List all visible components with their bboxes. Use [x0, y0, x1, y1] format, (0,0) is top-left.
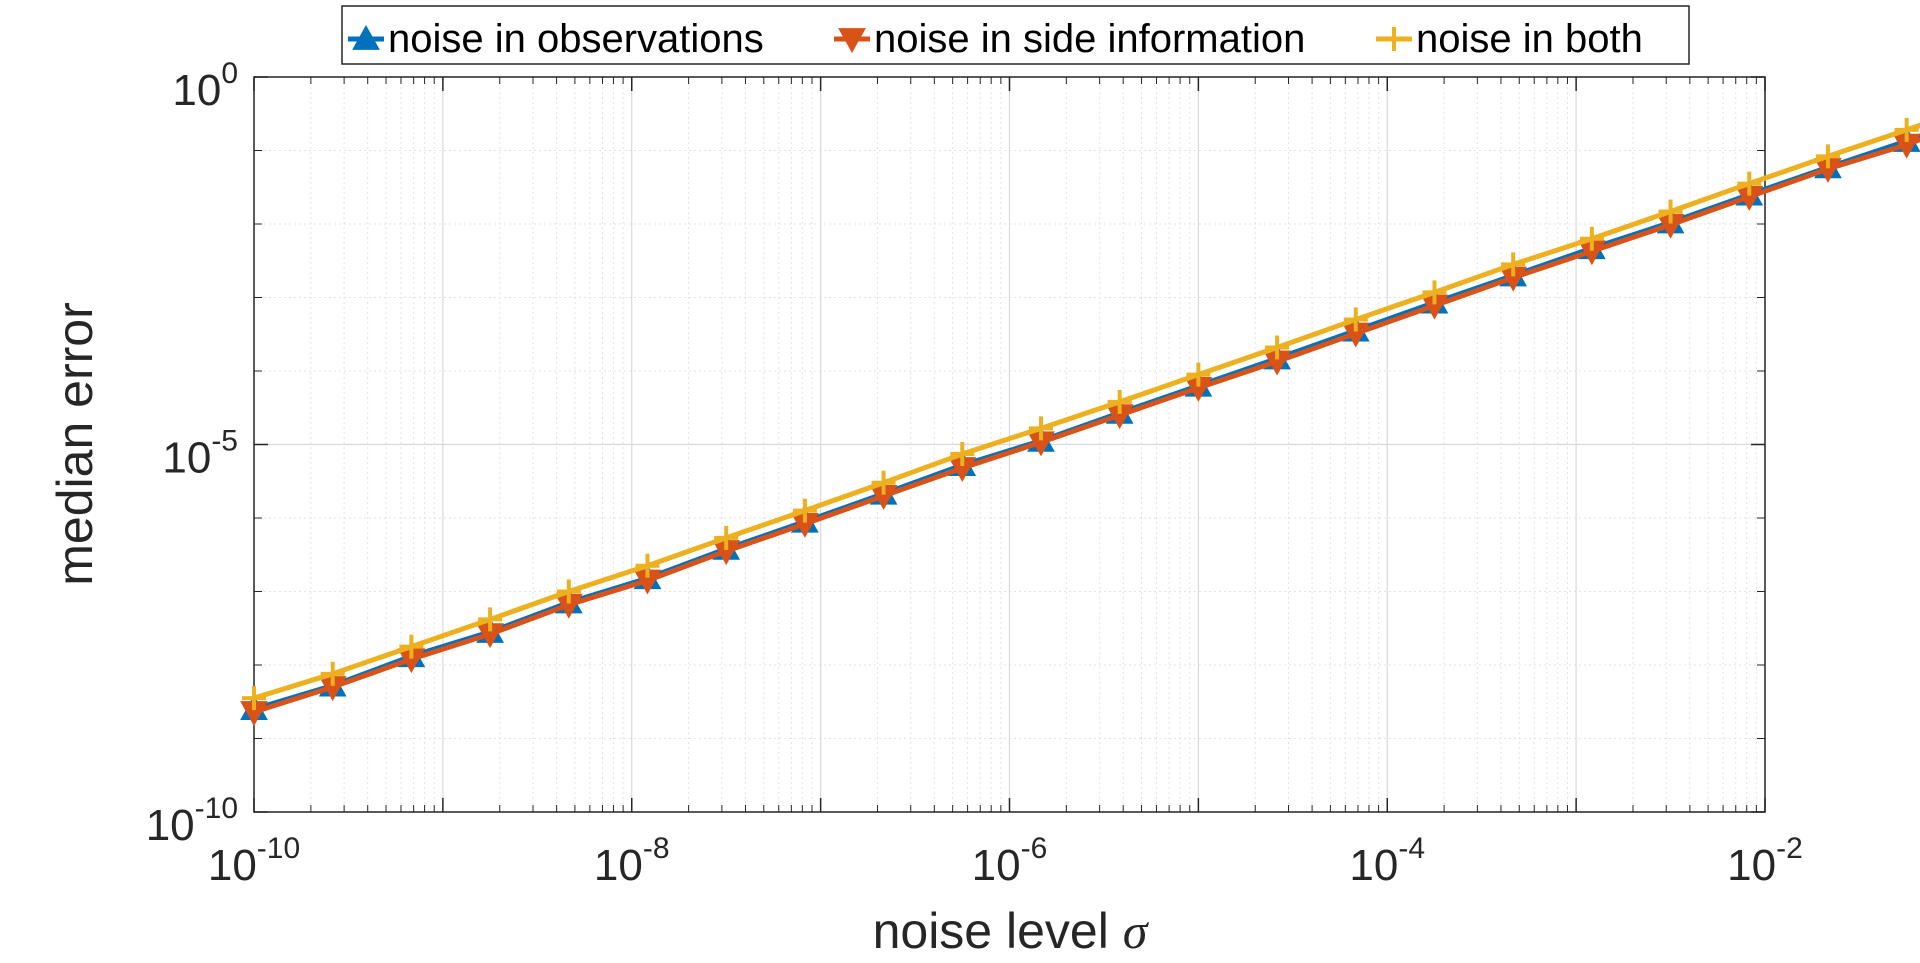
y-tick-base: 10 [146, 801, 195, 850]
data-point [950, 442, 975, 467]
legend-item-1: noise in observations [348, 17, 764, 61]
data-point [1265, 335, 1290, 360]
data-point [242, 686, 266, 711]
x-tick-label: 10-2 [1727, 832, 1803, 890]
x-tick-labels: 10-10 10-8 10-6 10-4 10-2 [208, 832, 1803, 890]
legend: noise in observations noise in side infor… [341, 5, 1690, 65]
y-axis-label: median error [47, 302, 103, 585]
x-tick-base: 10 [1727, 841, 1776, 890]
data-point [1422, 280, 1447, 305]
y-tick-label: 10-10 [146, 792, 238, 850]
x-tick-base: 10 [208, 841, 257, 890]
data-point [320, 661, 345, 686]
legend-item-3: noise in both [1376, 17, 1643, 61]
x-tick-label: 10-10 [208, 832, 300, 890]
data-point [1815, 144, 1840, 169]
x-axis-label-text: noise level [873, 903, 1123, 959]
x-axis-label-symbol: σ [1123, 903, 1150, 959]
legend-label: noise in both [1416, 17, 1643, 61]
y-tick-exponent: -10 [195, 792, 238, 825]
legend-marker [1382, 27, 1406, 51]
data-point [1186, 362, 1211, 387]
y-tick-base: 10 [172, 66, 221, 115]
x-tick-exponent: -6 [1021, 832, 1048, 865]
y-tick-exponent: 0 [221, 57, 238, 90]
y-tick-label: 100 [172, 57, 238, 115]
x-tick-exponent: -10 [257, 832, 300, 865]
x-tick-label: 10-8 [594, 832, 670, 890]
legend-label: noise in observations [388, 17, 764, 61]
data-point [1579, 226, 1604, 251]
x-axis-label: noise level σ [873, 903, 1150, 959]
x-tick-label: 10-6 [972, 832, 1048, 890]
series-2 [240, 133, 1920, 727]
data-point [871, 470, 896, 495]
data-point [1501, 252, 1526, 277]
legend-item-2: noise in side information [834, 17, 1305, 61]
data-point [399, 634, 424, 659]
data-point [478, 607, 503, 632]
x-tick-base: 10 [972, 841, 1021, 890]
x-tick-exponent: -4 [1398, 832, 1425, 865]
data-point [1737, 171, 1762, 196]
data-point [635, 553, 660, 578]
y-tick-exponent: -5 [211, 425, 238, 458]
data-point [1107, 389, 1132, 414]
data-point [792, 498, 817, 523]
series-3 [242, 117, 1920, 711]
data-point [1343, 307, 1368, 332]
y-tick-base: 10 [162, 434, 211, 483]
x-tick-exponent: -8 [643, 832, 670, 865]
data-point [556, 579, 581, 604]
data-point [1658, 199, 1683, 224]
data-point [1894, 117, 1919, 142]
plot-frame [253, 76, 1766, 813]
data-point [714, 525, 739, 550]
data-point [1028, 416, 1053, 441]
y-tick-label: 10-5 [162, 425, 238, 483]
legend-marker [352, 24, 380, 50]
legend-label: noise in side information [874, 17, 1305, 61]
legend-marker [838, 28, 866, 54]
x-tick-label: 10-4 [1349, 832, 1425, 890]
x-tick-exponent: -2 [1776, 832, 1803, 865]
x-tick-base: 10 [594, 841, 643, 890]
legend-box [341, 5, 1690, 65]
x-tick-base: 10 [1349, 841, 1398, 890]
series-layer [240, 117, 1920, 727]
